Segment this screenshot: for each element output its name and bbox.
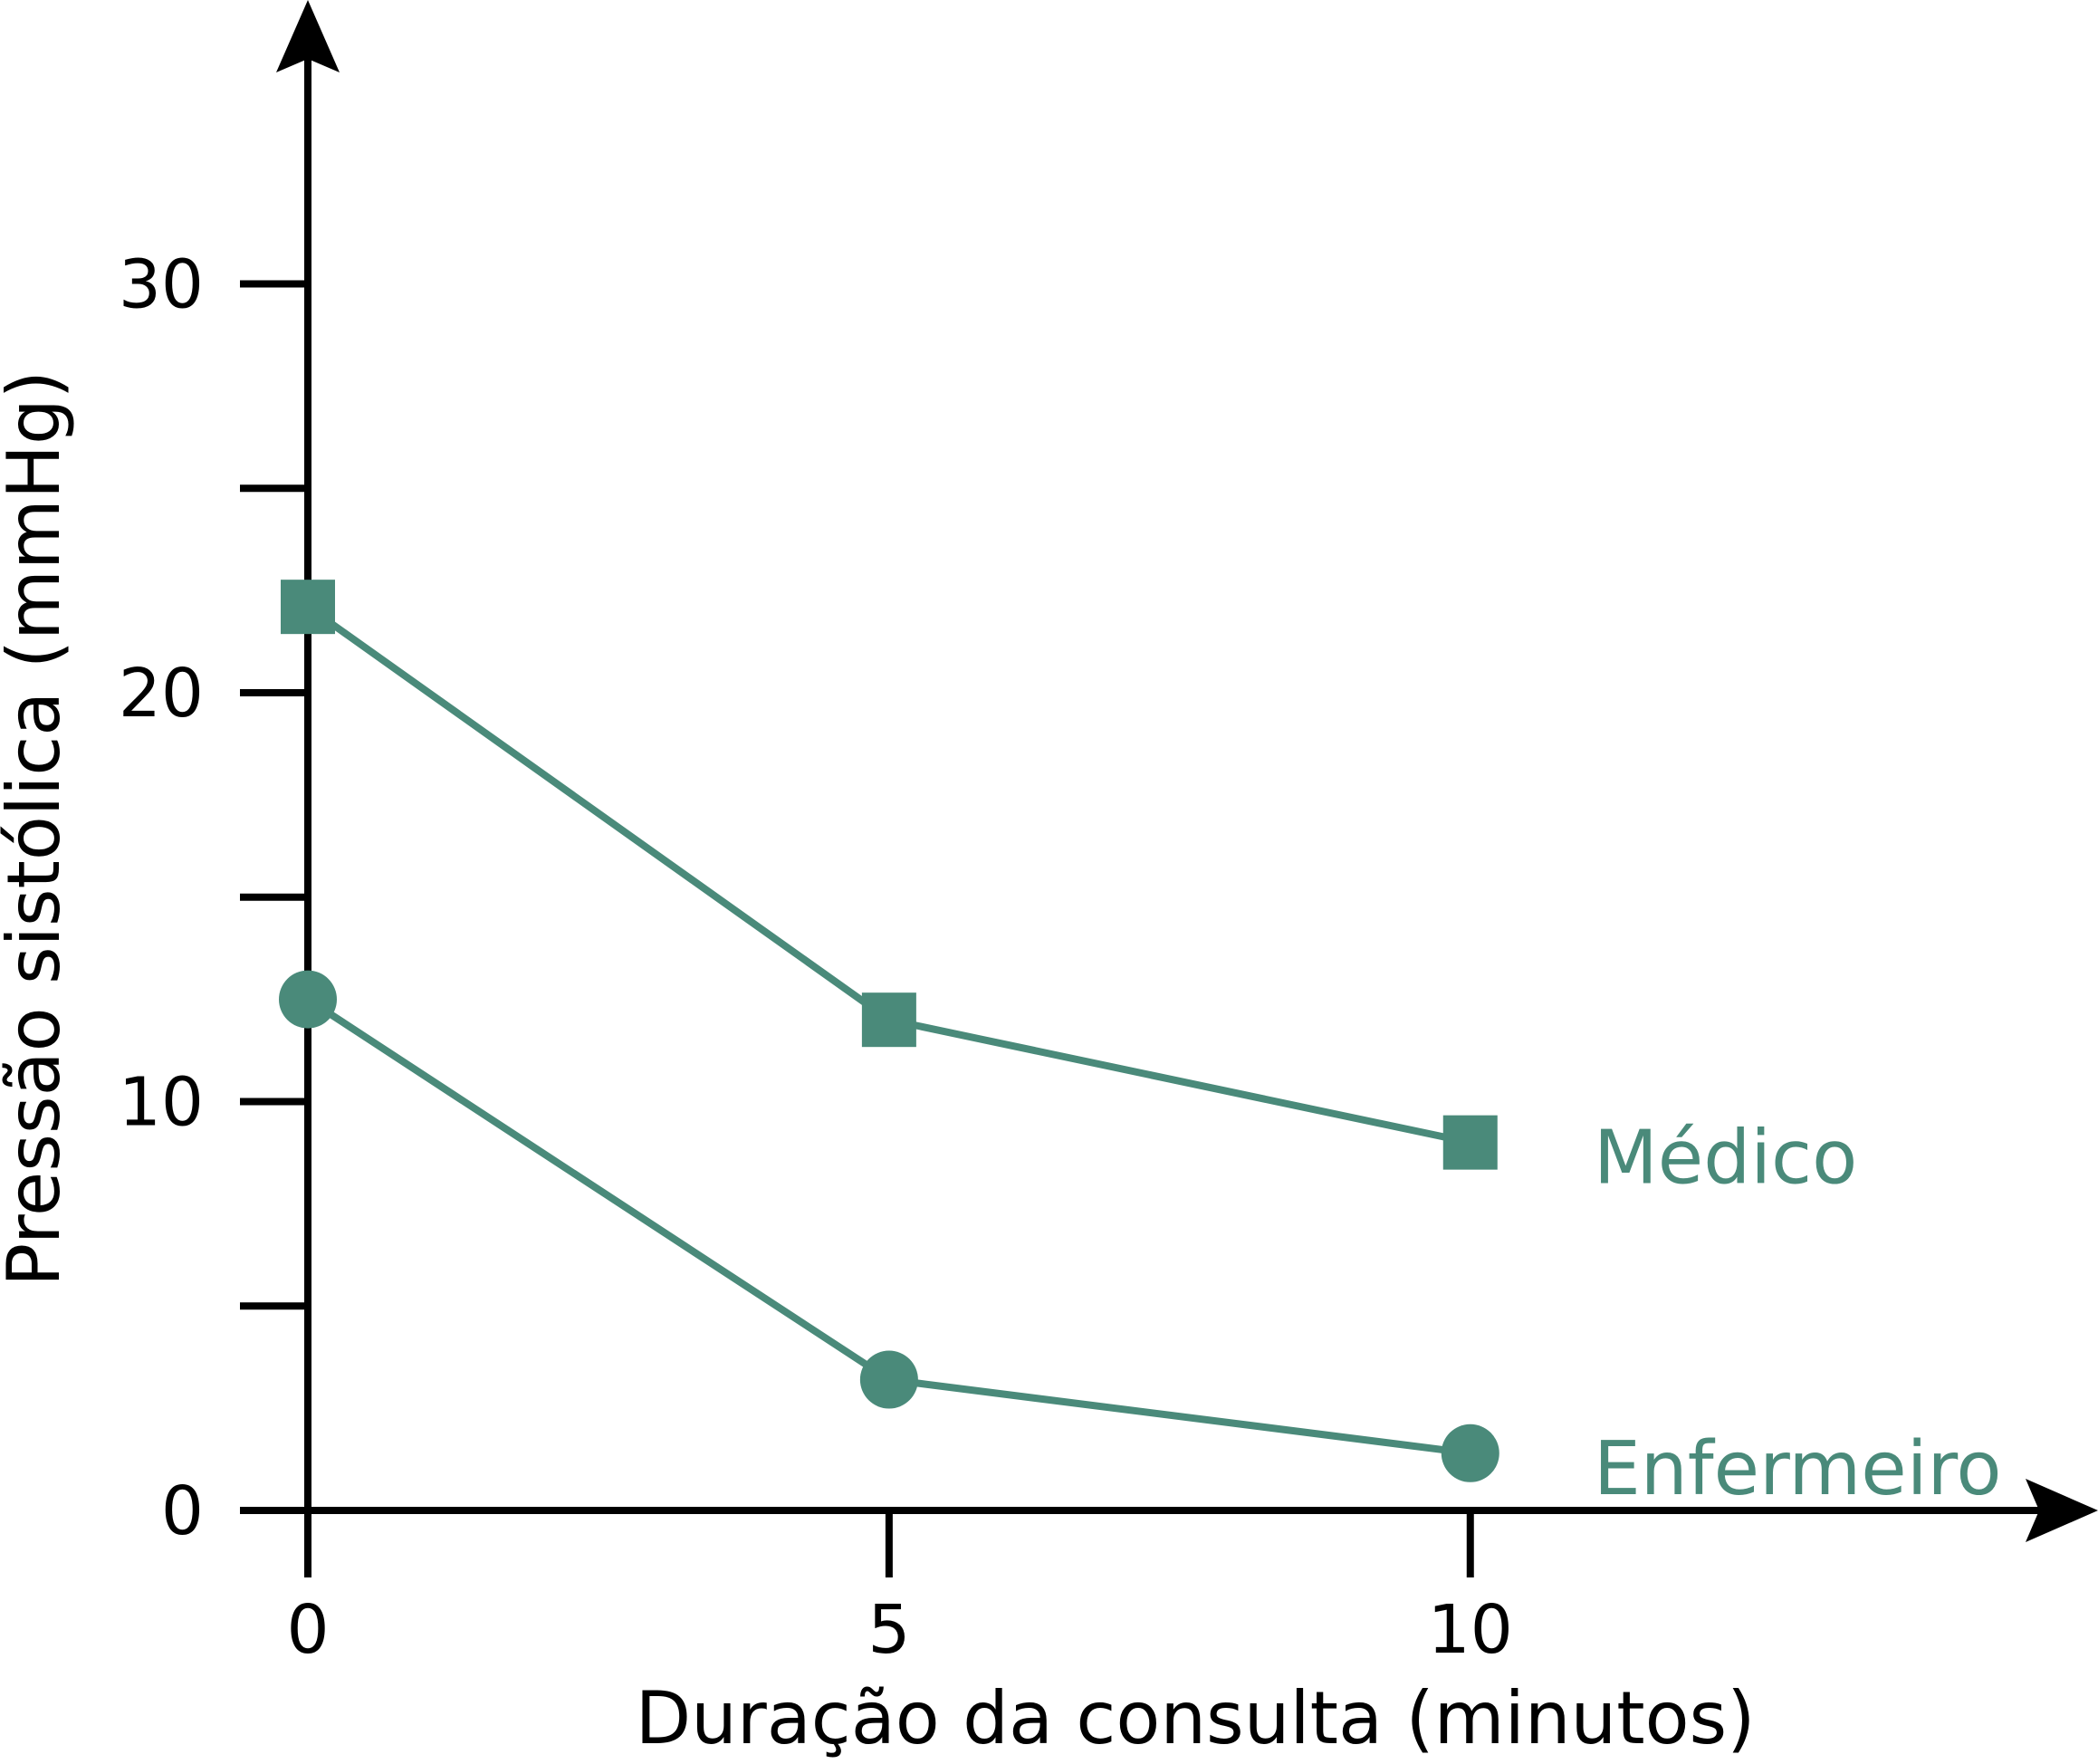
y-ticks: 0 10 20 30 (119, 245, 308, 1550)
data-point-medico (861, 992, 916, 1048)
axes (240, 0, 2098, 1542)
y-tick-label: 10 (119, 1063, 204, 1141)
data-point-enfermeiro (859, 1350, 918, 1409)
x-tick-label: 10 (1428, 1591, 1513, 1669)
y-axis-label: Pressão sistólica (mmHg) (0, 370, 76, 1287)
x-ticks: 0 5 10 (286, 1510, 1513, 1669)
y-tick-label: 0 (161, 1472, 204, 1550)
data-point-enfermeiro (1441, 1424, 1499, 1482)
data-point-medico (281, 580, 335, 635)
series-label-medico: Médico (1594, 1116, 1857, 1202)
x-axis-label: Duração da consulta (minutos) (636, 1676, 1756, 1760)
series-line-medico (305, 603, 1471, 1146)
series-group: Médico Enfermeiro (279, 580, 2002, 1512)
y-tick-label: 30 (119, 245, 204, 323)
data-point-medico (1442, 1115, 1498, 1170)
y-axis-arrow (276, 0, 340, 72)
x-tick-label: 0 (286, 1591, 329, 1669)
y-tick-label: 20 (119, 655, 204, 733)
x-axis-arrow (2026, 1479, 2098, 1542)
data-point-enfermeiro (279, 970, 337, 1029)
series-label-enfermeiro: Enfermeiro (1594, 1426, 2002, 1512)
x-tick-label: 5 (867, 1591, 910, 1669)
